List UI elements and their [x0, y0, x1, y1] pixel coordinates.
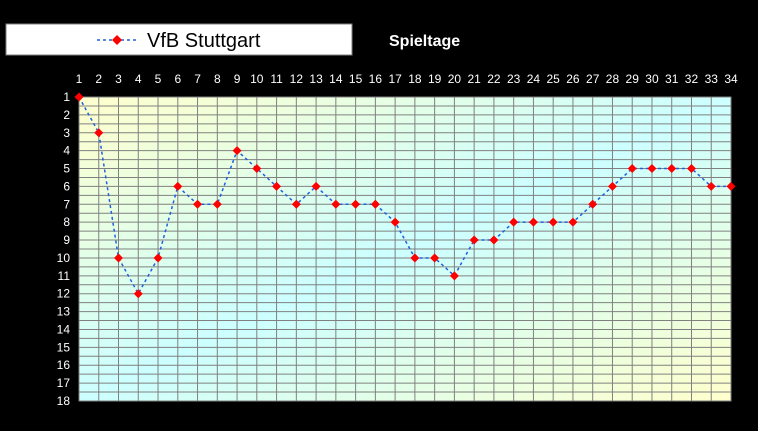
- data-point: [469, 235, 479, 245]
- x-tick-label: 29: [626, 72, 640, 86]
- x-axis-ticks: 1 2 3 4 5 6 7 8 9 10 11 12 13 14 15 16 17 18 19 20 21 22 23 24 2…: [76, 72, 738, 86]
- x-tick-label: 3: [115, 72, 122, 86]
- y-tick-label: 6: [63, 179, 70, 193]
- data-point: [706, 181, 716, 191]
- data-point: [114, 253, 124, 263]
- x-tick-label: 2: [95, 72, 102, 86]
- series-line: [78, 96, 731, 296]
- data-point: [568, 217, 578, 227]
- y-tick-label: 11: [58, 269, 71, 283]
- data-point: [94, 128, 104, 138]
- y-tick-label: 13: [57, 305, 71, 319]
- data-point: [627, 164, 637, 174]
- x-tick-label: 20: [448, 72, 462, 86]
- x-tick-label: 15: [349, 72, 363, 86]
- data-point: [252, 164, 262, 174]
- x-tick-label: 31: [665, 72, 679, 86]
- data-point: [173, 181, 183, 191]
- data-point: [291, 199, 301, 209]
- plot-border: [78, 96, 732, 402]
- x-tick-label: 11: [270, 72, 283, 86]
- legend-marker-sample: [112, 35, 122, 45]
- x-tick-label: 4: [135, 72, 142, 86]
- data-point: [528, 217, 538, 227]
- x-tick-label: 9: [234, 72, 241, 86]
- x-tick-label: 14: [329, 72, 343, 86]
- data-point: [726, 181, 736, 191]
- data-point: [74, 92, 84, 102]
- x-tick-label: 1: [76, 72, 83, 86]
- data-point: [489, 235, 499, 245]
- y-tick-label: 4: [63, 144, 70, 158]
- data-point: [232, 146, 242, 156]
- data-point: [430, 253, 440, 263]
- x-tick-label: 26: [566, 72, 580, 86]
- grid: [78, 96, 732, 402]
- x-tick-label: 23: [507, 72, 521, 86]
- y-tick-label: 3: [63, 126, 70, 140]
- y-tick-label: 5: [63, 162, 70, 176]
- data-point: [370, 199, 380, 209]
- x-tick-label: 8: [214, 72, 221, 86]
- x-tick-label: 19: [428, 72, 442, 86]
- data-point: [133, 289, 143, 299]
- x-tick-label: 7: [194, 72, 201, 86]
- x-tick-label: 13: [309, 72, 323, 86]
- y-tick-label: 2: [63, 108, 70, 122]
- data-point: [588, 199, 598, 209]
- data-point: [667, 164, 677, 174]
- legend-label: VfB Stuttgart: [147, 30, 261, 52]
- legend: VfB Stuttgart: [5, 23, 353, 56]
- y-tick-label: 7: [63, 197, 70, 211]
- x-tick-label: 34: [724, 72, 738, 86]
- data-point: [331, 199, 341, 209]
- y-tick-label: 10: [57, 251, 71, 265]
- y-tick-label: 16: [57, 358, 71, 372]
- data-point: [548, 217, 558, 227]
- series-layer: [74, 92, 736, 299]
- y-tick-label: 17: [57, 376, 71, 390]
- data-point: [311, 181, 321, 191]
- data-point: [212, 199, 222, 209]
- x-tick-label: 18: [408, 72, 422, 86]
- y-tick-label: 8: [63, 215, 70, 229]
- x-tick-label: 12: [290, 72, 304, 86]
- y-tick-label: 14: [57, 322, 71, 336]
- data-point: [607, 181, 617, 191]
- y-tick-label: 1: [63, 90, 70, 104]
- x-tick-label: 24: [527, 72, 541, 86]
- chart-title: Spieltage: [389, 33, 460, 50]
- x-tick-label: 22: [487, 72, 501, 86]
- x-tick-label: 17: [388, 72, 402, 86]
- x-tick-label: 5: [155, 72, 162, 86]
- y-tick-label: 12: [57, 287, 71, 301]
- legend-box: [5, 23, 353, 56]
- x-tick-label: 25: [547, 72, 561, 86]
- data-point: [449, 271, 459, 281]
- x-tick-label: 6: [174, 72, 181, 86]
- x-tick-label: 21: [467, 72, 481, 86]
- x-tick-label: 10: [250, 72, 264, 86]
- data-point: [686, 164, 696, 174]
- x-tick-label: 28: [606, 72, 620, 86]
- data-point: [193, 199, 203, 209]
- y-tick-label: 18: [57, 394, 71, 408]
- y-tick-label: 9: [63, 233, 70, 247]
- data-point: [351, 199, 361, 209]
- x-tick-label: 32: [685, 72, 699, 86]
- data-point: [153, 253, 163, 263]
- x-tick-label: 33: [705, 72, 719, 86]
- data-point: [647, 164, 657, 174]
- y-tick-label: 15: [57, 340, 71, 354]
- x-tick-label: 16: [369, 72, 383, 86]
- data-point: [410, 253, 420, 263]
- data-point: [509, 217, 519, 227]
- x-tick-label: 27: [586, 72, 600, 86]
- x-tick-label: 30: [645, 72, 659, 86]
- data-point: [272, 181, 282, 191]
- data-point: [390, 217, 400, 227]
